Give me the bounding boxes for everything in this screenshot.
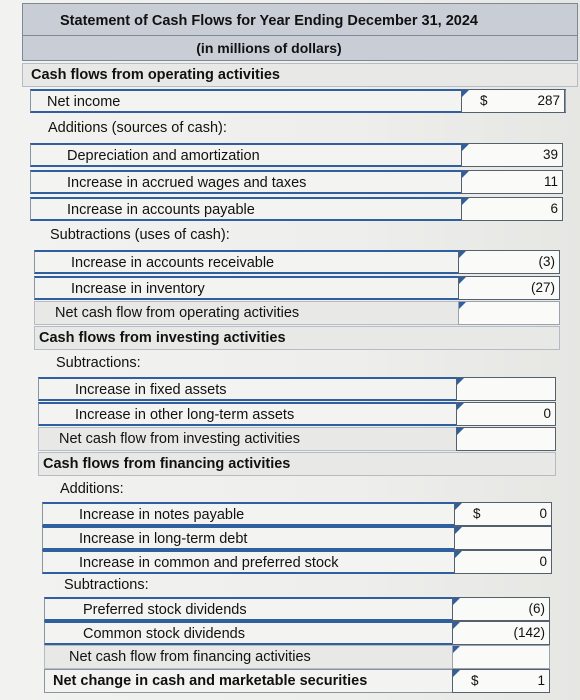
depreciation-value: 39 [542,147,558,162]
row-additions-financing: Additions: [38,478,538,502]
statement-header: Statement of Cash Flows for Year Ending … [22,3,578,61]
statement-title: Statement of Cash Flows for Year Ending … [60,13,478,29]
notes-payable-label: Increase in notes payable [79,507,245,523]
net-investing-input[interactable] [456,427,556,451]
accounts-payable-label: Increase in accounts payable [67,202,255,218]
accounts-payable-value: 6 [550,201,558,216]
row-additions-operating: Additions (sources of cash): [30,117,550,141]
currency-symbol: $ [480,93,488,108]
depreciation-label: Depreciation and amortization [67,148,260,164]
common-dividends-label: Common stock dividends [83,626,245,642]
accounts-receivable-label: Increase in accounts receivable [71,255,275,271]
accounts-receivable-value: (3) [538,254,556,269]
inventory-label: Increase in inventory [71,281,205,297]
preferred-dividends-label: Preferred stock dividends [83,602,247,618]
statement-units: (in millions of dollars) [196,40,342,56]
subtractions-investing-label: Subtractions: [56,355,141,371]
common-dividends-value: (142) [513,625,545,640]
net-financing-input[interactable] [452,645,550,669]
net-change-input[interactable]: $ 1 [452,669,550,693]
accrued-wages-input[interactable]: 11 [461,170,563,194]
net-change-label: Net change in cash and marketable securi… [53,673,368,689]
notes-payable-input[interactable]: $ 0 [454,502,552,526]
accrued-wages-label: Increase in accrued wages and taxes [67,175,307,191]
other-long-term-assets-value: 0 [543,406,551,421]
long-term-debt-label: Increase in long-term debt [79,531,248,547]
common-preferred-stock-label: Increase in common and preferred stock [79,555,339,571]
accounts-receivable-input[interactable]: (3) [458,250,560,274]
accounts-payable-input[interactable]: 6 [461,197,563,221]
row-subtractions-financing: Subtractions: [42,574,542,598]
section-operating-label: Cash flows from operating activities [31,67,280,83]
net-investing-label: Net cash flow from investing activities [59,431,300,447]
currency-symbol: $ [473,506,481,521]
additions-operating-label: Additions (sources of cash): [48,120,227,136]
row-subtractions-operating: Subtractions (uses of cash): [30,224,550,248]
long-term-debt-input[interactable] [454,526,552,550]
net-income-value: 287 [537,93,560,108]
common-preferred-stock-input[interactable]: 0 [454,550,552,574]
other-long-term-assets-label: Increase in other long-term assets [75,407,295,423]
net-operating-label: Net cash flow from operating activities [55,305,300,321]
other-long-term-assets-input[interactable]: 0 [456,402,556,426]
header-divider [23,35,577,36]
net-financing-label: Net cash flow from financing activities [69,649,311,665]
preferred-dividends-value: (6) [528,601,546,616]
row-notes-payable: Increase in notes payable [42,502,552,526]
additions-financing-label: Additions: [60,481,124,497]
net-change-value: 1 [537,673,545,688]
net-income-input[interactable]: $ 287 [461,89,565,113]
inventory-input[interactable]: (27) [458,276,560,300]
currency-symbol: $ [471,673,479,688]
net-operating-input[interactable] [458,301,560,325]
inventory-value: (27) [530,280,555,295]
fixed-assets-label: Increase in fixed assets [75,382,227,398]
net-income-label: Net income [47,94,121,110]
section-investing-label: Cash flows from investing activities [39,330,286,346]
section-investing: Cash flows from investing activities [34,326,560,350]
section-financing: Cash flows from financing activities [38,452,556,476]
accrued-wages-value: 11 [543,174,558,189]
notes-payable-value: 0 [539,506,547,521]
depreciation-input[interactable]: 39 [461,143,563,167]
section-financing-label: Cash flows from financing activities [43,456,291,472]
fixed-assets-input[interactable] [456,377,556,401]
common-preferred-stock-value: 0 [539,554,547,569]
row-subtractions-investing: Subtractions: [34,352,534,376]
preferred-dividends-input[interactable]: (6) [452,597,550,621]
common-dividends-input[interactable]: (142) [452,621,550,645]
section-operating: Cash flows from operating activities [22,63,578,87]
subtractions-operating-label: Subtractions (uses of cash): [50,227,230,243]
subtractions-financing-label: Subtractions: [64,577,149,593]
